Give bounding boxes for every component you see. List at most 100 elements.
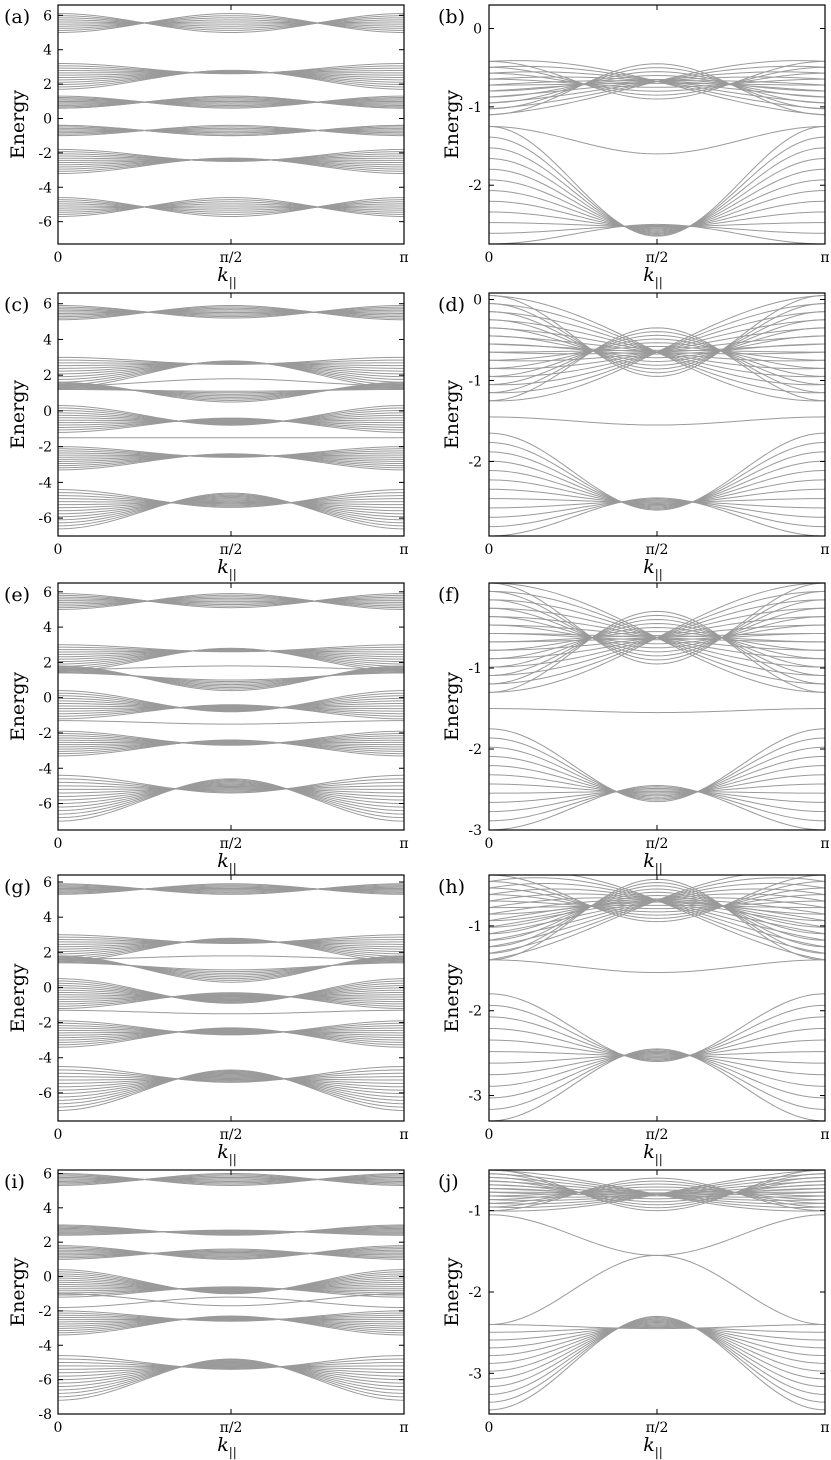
band-line <box>489 60 825 100</box>
bands-group <box>489 294 825 536</box>
y-tick-label: 6 <box>43 875 52 891</box>
bands-group <box>489 1170 825 1411</box>
band-line <box>489 583 825 693</box>
y-tick-label: 6 <box>43 297 52 313</box>
band-line <box>489 1325 825 1341</box>
panel-label: (i) <box>4 1171 25 1193</box>
band-line <box>58 978 404 1004</box>
band-line <box>489 635 825 643</box>
band-line <box>58 1071 404 1105</box>
band-line <box>489 881 825 919</box>
band-line <box>489 1176 825 1206</box>
panel-e: 6 4 2 0 -2 -4 -6 0 π/2 π k|| Energy (e) <box>4 582 409 875</box>
y-axis-title: Energy <box>441 1257 463 1327</box>
band-line <box>58 307 404 318</box>
band-line <box>58 885 404 893</box>
band-line <box>58 1360 404 1391</box>
band-line <box>58 1229 404 1236</box>
band-line <box>58 785 404 791</box>
x-axis-title-main: k <box>643 264 655 286</box>
band-line <box>58 199 404 215</box>
band-line <box>58 784 404 801</box>
band-line <box>58 446 404 458</box>
y-tick-label: -3 <box>468 1089 482 1105</box>
band-line <box>489 60 825 116</box>
panel-a: 6 4 2 0 -2 -4 -6 0 π/2 π k|| Energy (a) <box>4 4 409 289</box>
band-line <box>58 788 404 790</box>
x-axis-title: k|| <box>643 850 663 875</box>
y-tick-label: -2 <box>468 1285 482 1301</box>
band-line <box>58 883 404 895</box>
panel-d: 0 -1 -2 0 π/2 π k|| Energy (d) <box>438 292 830 581</box>
band-line <box>58 994 404 999</box>
y-tick-label: -2 <box>38 1304 52 1320</box>
band-line <box>489 790 825 794</box>
band-line <box>58 129 404 132</box>
band-line <box>489 66 825 96</box>
edge-state-band <box>489 959 825 974</box>
band-line <box>58 1073 404 1098</box>
band-line <box>58 15 404 31</box>
band-line <box>58 1251 404 1256</box>
band-line <box>489 885 825 948</box>
band-line <box>58 596 404 606</box>
x-tick-label: π/2 <box>220 836 243 852</box>
band-line <box>58 495 404 521</box>
band-line <box>489 1027 825 1059</box>
band-line <box>58 306 404 319</box>
x-tick-label: π/2 <box>646 1420 669 1436</box>
panel-g: 6 4 2 0 -2 -4 -6 0 π/2 π k|| Energy (g) <box>4 874 409 1166</box>
x-tick-label: 0 <box>485 836 494 852</box>
band-line <box>58 730 404 746</box>
band-line <box>58 409 404 425</box>
band-line <box>489 190 825 231</box>
x-axis-title: k|| <box>643 1141 663 1166</box>
band-line <box>489 75 825 98</box>
band-line <box>58 13 404 34</box>
y-tick-label: 0 <box>43 404 52 420</box>
panel-label: (a) <box>4 6 30 28</box>
x-tick-label: 0 <box>54 836 63 852</box>
band-line <box>58 884 404 894</box>
y-tick-label: 0 <box>43 111 52 127</box>
band-line <box>58 705 404 709</box>
band-line <box>489 616 825 649</box>
y-tick-label: -4 <box>38 180 52 196</box>
band-line <box>58 1075 404 1091</box>
band-line <box>58 1364 404 1374</box>
band-line <box>58 203 404 211</box>
band-line <box>58 201 404 213</box>
band-line <box>58 982 404 1003</box>
x-tick-label: π <box>399 250 408 266</box>
x-axis-title-main: k <box>217 1141 229 1163</box>
edge-state-band <box>489 708 825 714</box>
band-line <box>58 1271 404 1294</box>
band-line <box>58 1030 404 1036</box>
band-line <box>58 203 404 211</box>
band-line <box>489 1321 825 1372</box>
band-line <box>58 99 404 105</box>
y-axis-title: Energy <box>7 1257 29 1327</box>
panel-label: (f) <box>438 584 460 606</box>
band-line <box>489 599 825 657</box>
band-line <box>489 607 825 653</box>
x-tick-label: π/2 <box>646 1127 669 1143</box>
edge-state-band <box>58 124 404 137</box>
y-tick-label: 4 <box>43 620 52 636</box>
band-line <box>489 319 825 366</box>
band-line <box>58 1175 404 1184</box>
band-line <box>489 334 825 386</box>
band-line <box>58 501 404 504</box>
y-tick-label: 6 <box>43 585 52 601</box>
y-tick-label: 2 <box>43 77 52 93</box>
y-tick-label: -1 <box>468 100 482 116</box>
band-line <box>489 1318 825 1395</box>
band-line <box>58 1355 404 1370</box>
band-line <box>58 99 404 105</box>
edge-state-band <box>58 1293 404 1307</box>
edge-state-band <box>58 378 404 387</box>
band-line <box>58 1269 404 1295</box>
band-line <box>58 781 404 792</box>
band-line <box>58 994 404 1003</box>
